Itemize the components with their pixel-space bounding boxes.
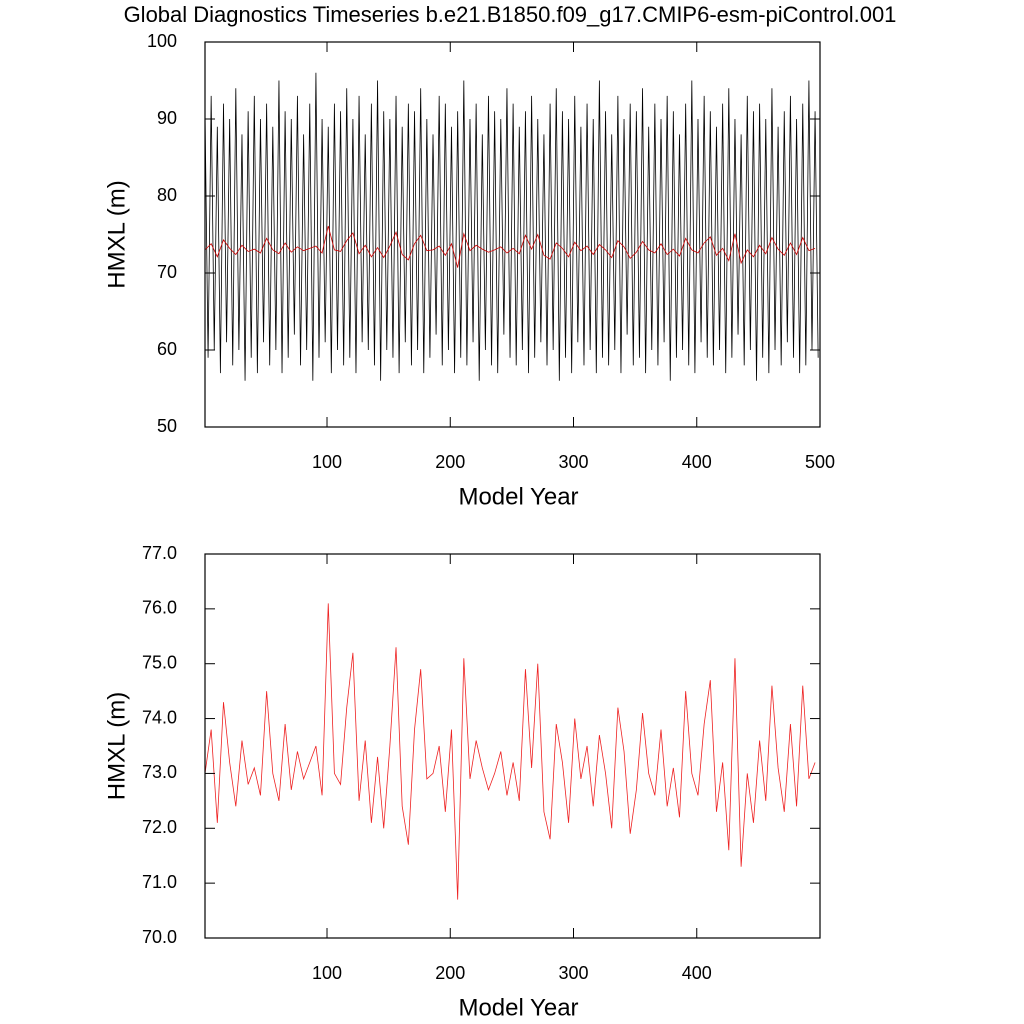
y-tick-label: 75.0 xyxy=(142,652,177,672)
y-tick-label: 72.0 xyxy=(142,817,177,837)
series-line xyxy=(204,72,819,381)
series-line xyxy=(204,603,816,900)
x-tick-label: 100 xyxy=(312,452,342,472)
series-line xyxy=(204,225,816,268)
y-tick-label: 76.0 xyxy=(142,598,177,618)
plot-frame xyxy=(204,41,821,428)
x-tick-label: 300 xyxy=(558,963,588,983)
y-tick-label: 60 xyxy=(157,339,177,359)
x-tick-label: 100 xyxy=(312,963,342,983)
x-tick-label: 200 xyxy=(435,963,465,983)
y-tick-label: 50 xyxy=(157,416,177,436)
y-tick-label: 100 xyxy=(147,31,177,51)
x-tick-label: 500 xyxy=(805,452,835,472)
y-tick-label: 74.0 xyxy=(142,707,177,727)
x-tick-label: 300 xyxy=(558,452,588,472)
x-tick-label: 400 xyxy=(682,963,712,983)
y-tick-label: 77.0 xyxy=(142,543,177,563)
y-tick-label: 90 xyxy=(157,108,177,128)
y-tick-label: 73.0 xyxy=(142,762,177,782)
y-tick-label: 80 xyxy=(157,185,177,205)
plot-frame xyxy=(204,553,821,939)
x-axis-label: Model Year xyxy=(458,483,578,510)
x-tick-label: 200 xyxy=(435,452,465,472)
chart-title: Global Diagnostics Timeseries b.e21.B185… xyxy=(124,2,897,27)
y-axis-label: HMXL (m) xyxy=(103,180,130,288)
y-tick-label: 70 xyxy=(157,262,177,282)
x-axis-label: Model Year xyxy=(458,994,578,1021)
y-tick-label: 71.0 xyxy=(142,872,177,892)
y-axis-label: HMXL (m) xyxy=(103,692,130,800)
y-tick-label: 70.0 xyxy=(142,927,177,947)
x-tick-label: 400 xyxy=(682,452,712,472)
